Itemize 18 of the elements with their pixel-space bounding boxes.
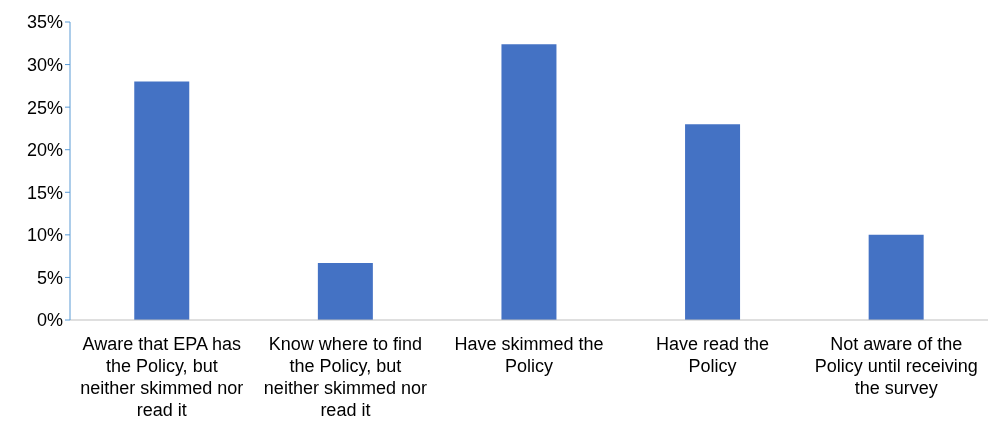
x-tick-label: Have read the Policy xyxy=(656,334,770,376)
y-tick-label: 20% xyxy=(26,140,63,161)
bar xyxy=(685,124,741,320)
bar xyxy=(134,81,190,320)
y-tick-label: 15% xyxy=(26,182,63,203)
y-tick-label: 0% xyxy=(36,310,63,331)
y-tick-label: 35% xyxy=(26,12,63,33)
y-tick-label: 25% xyxy=(26,97,63,118)
x-tick-label: Aware that EPA has the Policy, but neither skimmed nor read it xyxy=(80,334,244,420)
bar xyxy=(501,44,557,320)
x-tick-label: Have skimmed the Policy xyxy=(454,334,604,376)
y-tick-label: 5% xyxy=(36,267,63,288)
bar xyxy=(868,234,924,320)
y-tick-label: 10% xyxy=(26,225,63,246)
bar xyxy=(317,262,373,320)
x-tick-label: Know where to find the Policy, but neither skimmed nor read it xyxy=(263,334,427,420)
x-tick-label: Not aware of the Policy until receiving the survey xyxy=(814,334,978,398)
y-tick-label: 30% xyxy=(26,54,63,75)
